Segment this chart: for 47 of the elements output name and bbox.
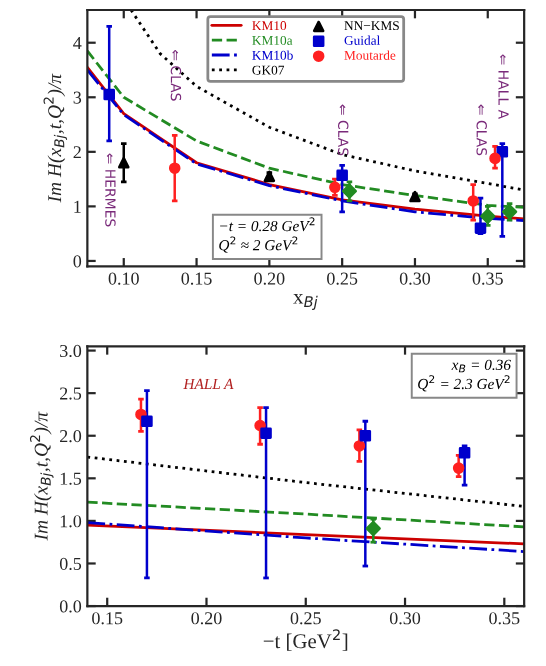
point xyxy=(502,204,518,220)
y-tick-label: 2 xyxy=(73,146,81,159)
point xyxy=(168,162,181,174)
point xyxy=(480,208,496,224)
point xyxy=(103,88,115,101)
x-tick-label: 0.35 xyxy=(472,272,503,285)
y-tick-label: 0 xyxy=(73,255,82,268)
point xyxy=(496,146,509,158)
line-series xyxy=(129,9,525,192)
y-tick-label: 1 xyxy=(74,200,81,213)
x-axis-title: x$_{Bj}$ xyxy=(293,293,318,310)
x-tick-label: 0.20 xyxy=(254,272,285,285)
point xyxy=(263,170,276,183)
y-tick-label: 1.5 xyxy=(60,472,82,485)
point xyxy=(489,152,501,165)
y-tick-label: 2.5 xyxy=(60,387,82,400)
x-tick-label: 0.25 xyxy=(327,272,358,285)
x-tick-label: 0.35 xyxy=(489,612,520,625)
y-tick-label: 4 xyxy=(73,37,82,49)
point xyxy=(336,169,348,182)
x-tick-label: 0.25 xyxy=(290,612,321,625)
point xyxy=(452,462,465,474)
point xyxy=(141,415,153,428)
x-axis-title: −t [GeV$^{2}$] xyxy=(263,629,348,651)
x-tick-label: 0.30 xyxy=(399,272,431,285)
y-tick-label: 0.5 xyxy=(59,557,82,570)
point xyxy=(359,429,372,442)
x-tick-label: 0.15 xyxy=(92,612,123,625)
x-tick-label: 0.15 xyxy=(181,272,212,285)
point xyxy=(467,195,479,207)
y-tick-label: 3 xyxy=(73,91,82,104)
y-axis-title: Im H(x$_{Bj}$,t,Q$^{2}$)/π xyxy=(43,73,68,203)
point xyxy=(341,183,358,199)
y-axis-title: Im H(x$_{Bj}$,t,Q$^{2}$)/π xyxy=(29,411,54,541)
y-tick-label: 0.0 xyxy=(59,600,82,613)
y-tick-label: 2.0 xyxy=(60,430,82,443)
x-tick-label: 0.30 xyxy=(389,612,421,625)
y-tick-label: 1.0 xyxy=(60,515,82,528)
x-tick-label: 0.20 xyxy=(191,612,222,625)
y-tick-label: 3.0 xyxy=(60,344,82,358)
point xyxy=(474,222,487,234)
point xyxy=(458,446,471,459)
point xyxy=(365,520,381,537)
point xyxy=(260,427,272,439)
point xyxy=(117,156,130,169)
x-tick-label: 0.10 xyxy=(108,272,139,285)
point xyxy=(353,440,366,452)
